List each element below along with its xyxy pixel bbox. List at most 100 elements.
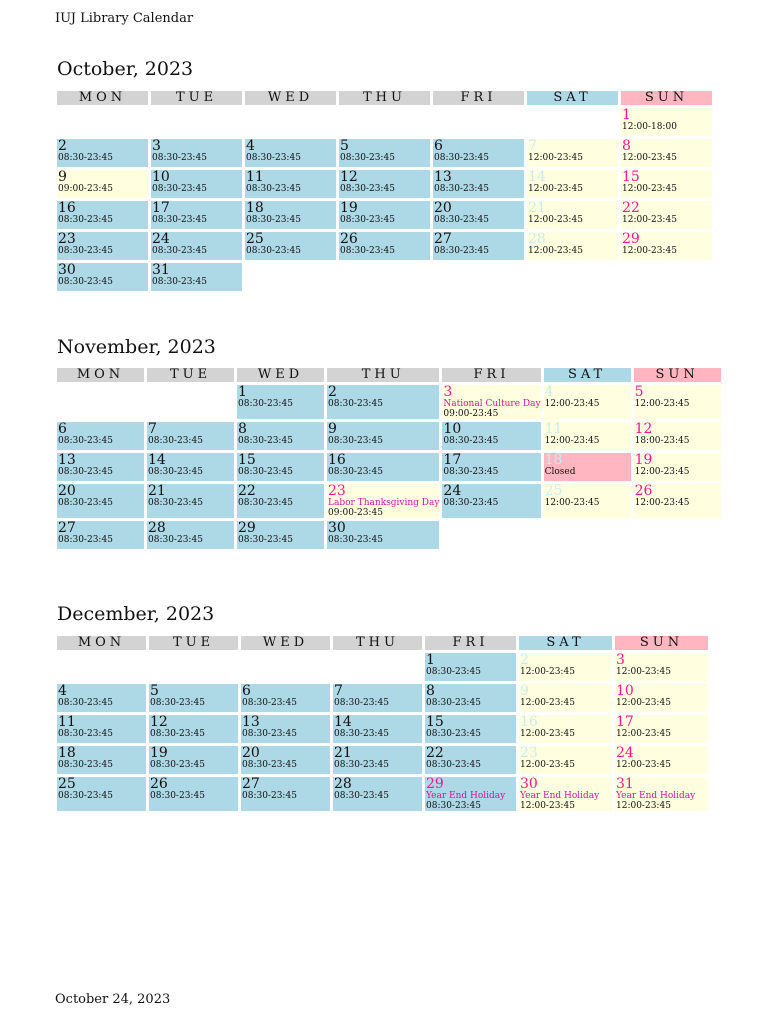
day-number: 27: [434, 232, 452, 247]
empty-day-cell: [527, 263, 618, 291]
weekday-header-thu: THU: [339, 91, 430, 105]
day-number: 13: [58, 453, 76, 468]
day-cell: 30 Year End Holiday 12:00-23:45: [519, 777, 612, 811]
opening-hours: 08:30-23:45: [242, 760, 297, 770]
day-number: 22: [426, 746, 444, 761]
day-cell: 29 08:30-23:45: [237, 521, 324, 549]
opening-hours: 08:30-23:45: [58, 535, 113, 545]
day-cell: 5 08:30-23:45: [149, 684, 238, 712]
weekday-header-tue: TUE: [147, 368, 234, 382]
opening-hours: 08:30-23:45: [340, 153, 395, 163]
day-cell: 7 08:30-23:45: [147, 422, 234, 450]
day-cell: 15 08:30-23:45: [237, 453, 324, 481]
day-number: 25: [246, 232, 264, 247]
day-number: 1: [426, 653, 435, 668]
empty-day-cell: [339, 108, 430, 136]
opening-hours: 08:30-23:45: [238, 535, 293, 545]
day-cell: 9 08:30-23:45: [327, 422, 440, 450]
day-cell: 23 12:00-23:45: [519, 746, 612, 774]
opening-hours: 12:00-23:45: [520, 729, 575, 739]
day-number: 7: [148, 422, 157, 437]
day-cell: 14 08:30-23:45: [147, 453, 234, 481]
day-number: 9: [328, 422, 337, 437]
day-number: 23: [520, 746, 538, 761]
opening-hours: 08:30-23:45: [328, 399, 383, 409]
day-cell: 4 08:30-23:45: [245, 139, 336, 167]
opening-hours: 08:30-23:45: [426, 801, 481, 811]
day-number: 20: [242, 746, 260, 761]
opening-hours: 08:30-23:45: [148, 467, 203, 477]
opening-hours: 08:30-23:45: [426, 667, 481, 677]
day-number: 30: [328, 521, 346, 536]
opening-hours: 08:30-23:45: [58, 467, 113, 477]
day-number: 12: [150, 715, 168, 730]
empty-day-cell: [621, 263, 712, 291]
opening-hours: 12:00-23:45: [520, 667, 575, 677]
day-cell: 6 08:30-23:45: [57, 422, 144, 450]
day-cell: 5 08:30-23:45: [339, 139, 430, 167]
day-number: 17: [152, 201, 170, 216]
calendar-october: MON TUE WED THU FRI SAT SUN 1 12:00-18:00 2 08:30-…: [54, 88, 715, 294]
opening-hours: 08:30-23:45: [242, 791, 297, 801]
day-cell: 20 08:30-23:45: [433, 201, 524, 229]
document-title: IUJ Library Calendar: [55, 11, 194, 26]
day-cell: 26 08:30-23:45: [149, 777, 238, 811]
day-cell: 27 08:30-23:45: [241, 777, 330, 811]
opening-hours: 08:30-23:45: [58, 698, 113, 708]
day-number: 18: [58, 746, 76, 761]
opening-hours: 12:00-23:45: [544, 399, 600, 409]
day-number: 15: [622, 170, 640, 185]
footer-date: October 24, 2023: [55, 992, 171, 1007]
weekday-header-sun: SUN: [621, 91, 712, 105]
day-number: 26: [340, 232, 358, 247]
weekday-header-wed: WED: [245, 91, 336, 105]
day-cell: 1 08:30-23:45: [237, 385, 324, 419]
holiday-name: Year End Holiday: [426, 791, 506, 801]
opening-hours: 12:00-23:45: [520, 760, 575, 770]
opening-hours: 08:30-23:45: [443, 467, 499, 477]
opening-hours: 08:30-23:45: [150, 729, 205, 739]
day-number: 19: [634, 453, 653, 468]
opening-hours: 18:00-23:45: [634, 436, 690, 446]
week-row: 16 08:30-23:45 17 08:30-23:45 18 08:30-23:45 1…: [57, 201, 712, 229]
day-number: 23: [58, 232, 76, 247]
opening-hours: 08:30-23:45: [334, 760, 389, 770]
day-number: 4: [58, 684, 67, 699]
day-number: 30: [520, 777, 538, 792]
empty-day-cell: [527, 108, 618, 136]
day-cell: 12 08:30-23:45: [339, 170, 430, 198]
day-cell: 31 Year End Holiday 12:00-23:45: [615, 777, 708, 811]
day-cell: 23 Labor Thanksgiving Day 09:00-23:45: [327, 484, 440, 518]
day-number: 23: [328, 484, 346, 499]
day-cell: 3 12:00-23:45: [615, 653, 708, 681]
day-cell: 11 08:30-23:45: [245, 170, 336, 198]
opening-hours: 09:00-23:45: [443, 409, 499, 419]
day-number: 17: [443, 453, 462, 468]
day-number: 22: [622, 201, 640, 216]
day-number: 30: [58, 263, 76, 278]
day-cell: 1 08:30-23:45: [425, 653, 516, 681]
opening-hours: 12:00-23:45: [622, 184, 677, 194]
day-cell: 15 12:00-23:45: [621, 170, 712, 198]
day-cell: 4 08:30-23:45: [57, 684, 146, 712]
opening-hours: 08:30-23:45: [434, 215, 489, 225]
day-cell: 25 08:30-23:45: [245, 232, 336, 260]
day-number: 5: [340, 139, 349, 154]
weekday-header-sat: SAT: [519, 636, 612, 650]
weekday-header-thu: THU: [327, 368, 440, 382]
day-number: 3: [443, 385, 453, 400]
opening-hours: 08:30-23:45: [334, 698, 389, 708]
opening-hours: 12:00-23:45: [634, 467, 690, 477]
day-number: 26: [150, 777, 168, 792]
day-cell: 2 08:30-23:45: [327, 385, 440, 419]
day-cell: 28 12:00-23:45: [527, 232, 618, 260]
day-cell: 24 12:00-23:45: [615, 746, 708, 774]
weekday-header-fri: FRI: [425, 636, 516, 650]
day-number: 27: [58, 521, 76, 536]
day-number: 14: [334, 715, 352, 730]
holiday-name: Year End Holiday: [616, 791, 696, 801]
day-number: 17: [616, 715, 634, 730]
weekday-header-fri: FRI: [433, 91, 524, 105]
weekday-header-wed: WED: [241, 636, 330, 650]
day-number: 13: [242, 715, 260, 730]
